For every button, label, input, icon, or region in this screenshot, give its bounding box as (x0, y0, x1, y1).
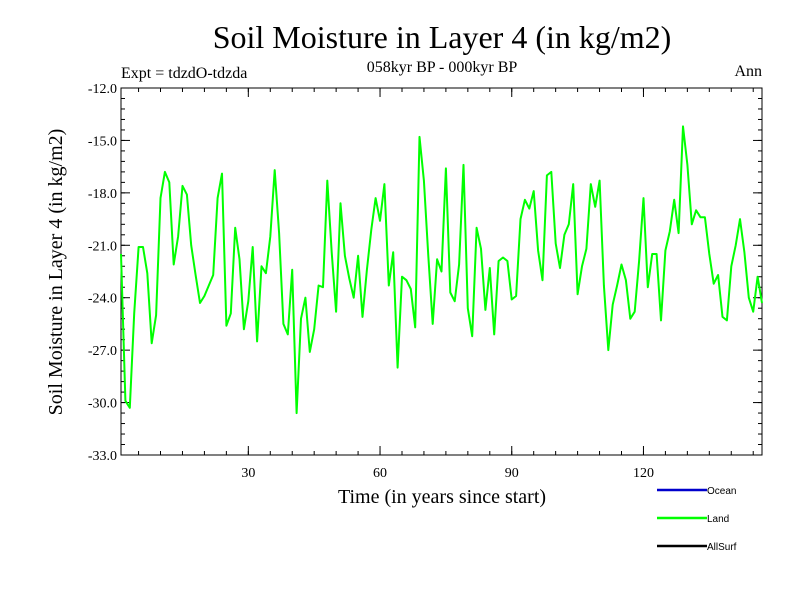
legend-label-land: Land (707, 514, 729, 525)
chart-title: Soil Moisture in Layer 4 (in kg/m2) (213, 19, 672, 55)
experiment-label: Expt = tdzdO-tdzda (121, 65, 247, 82)
y-axis: -12.0 -15.0 -18.0 -21.0 -24.0 -27.0 -30.0 -33.0 (88, 82, 762, 464)
x-axis-label: Time (in years since start) (338, 486, 546, 508)
x-axis: 30 60 90 120 (138, 88, 754, 481)
legend-label-allsurf: AllSurf (707, 542, 737, 553)
y-tick-label: -30.0 (88, 397, 117, 412)
legend-label-ocean: Ocean (707, 486, 736, 497)
season-label: Ann (734, 63, 762, 80)
series-line-land (120, 125, 763, 415)
x-tick-label: 60 (373, 466, 387, 481)
y-axis-label: Soil Moisture in Layer 4 (in kg/m2) (45, 129, 67, 416)
y-tick-label: -18.0 (88, 187, 117, 202)
x-tick-label: 30 (241, 466, 255, 481)
y-tick-label: -21.0 (88, 239, 117, 254)
x-tick-label: 120 (633, 466, 654, 481)
series-group (120, 125, 763, 415)
legend: Ocean Land AllSurf (657, 486, 737, 553)
y-tick-label: -24.0 (88, 292, 117, 307)
chart-subtitle: 058kyr BP - 000kyr BP (367, 59, 518, 76)
y-tick-label: -33.0 (88, 449, 117, 464)
y-tick-label: -12.0 (88, 82, 117, 97)
y-tick-label: -27.0 (88, 344, 117, 359)
x-tick-label: 90 (505, 466, 519, 481)
y-tick-label: -15.0 (88, 134, 117, 149)
